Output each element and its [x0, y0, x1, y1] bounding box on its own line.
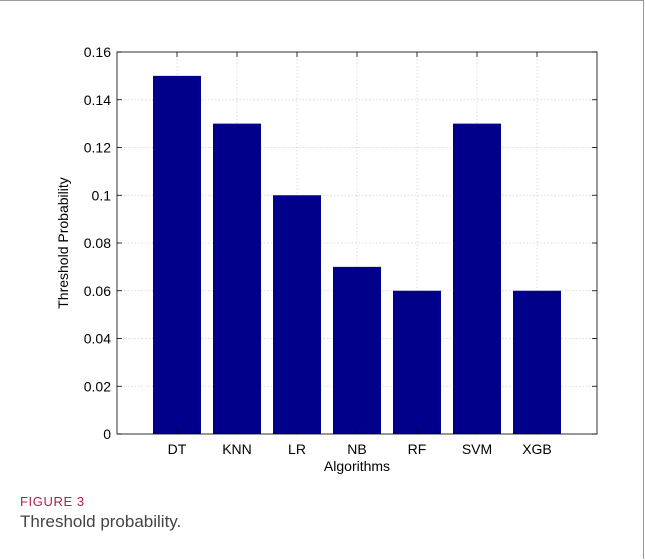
x-tick-label: NB	[347, 441, 366, 457]
figure-label: FIGURE 3	[20, 494, 85, 509]
y-tick-label: 0	[103, 426, 111, 442]
y-tick-label: 0.1	[92, 187, 112, 203]
bar-xgb	[513, 290, 561, 434]
y-tick-label: 0.16	[84, 44, 111, 60]
axes-box	[116, 51, 598, 435]
x-tick-label: XGB	[522, 441, 552, 457]
bar-knn	[213, 123, 261, 434]
y-axis-label: Threshold Probability	[55, 177, 71, 309]
x-tick-label: KNN	[222, 441, 252, 457]
x-axis-label: Algorithms	[324, 458, 390, 474]
figure-caption: Threshold probability.	[20, 512, 182, 531]
bar-rf	[393, 290, 441, 434]
y-tick-label: 0.04	[84, 331, 111, 347]
bars	[153, 75, 561, 434]
bar-dt	[153, 75, 201, 434]
x-ticks: DT KNN LR NB RF SVM XGB	[168, 52, 552, 457]
bar-svm	[453, 123, 501, 434]
y-tick-label: 0.06	[84, 283, 111, 299]
x-tick-label: DT	[168, 441, 187, 457]
y-tick-label: 0.02	[84, 378, 111, 394]
x-tick-label: SVM	[462, 441, 492, 457]
y-tick-label: 0.14	[84, 92, 111, 108]
y-tick-label: 0.08	[84, 235, 111, 251]
bar-lr	[273, 195, 321, 434]
y-tick-label: 0.12	[84, 140, 111, 156]
x-tick-label: LR	[288, 441, 306, 457]
y-ticks: 0 0.02 0.04 0.06 0.08 0.1 0.12 0.14 0.16	[84, 44, 597, 442]
bar-chart: 0 0.02 0.04 0.06 0.08 0.1 0.12 0.14 0.16 DT KNN LR…	[55, 44, 598, 474]
x-tick-label: RF	[408, 441, 427, 457]
bar-nb	[333, 266, 381, 434]
